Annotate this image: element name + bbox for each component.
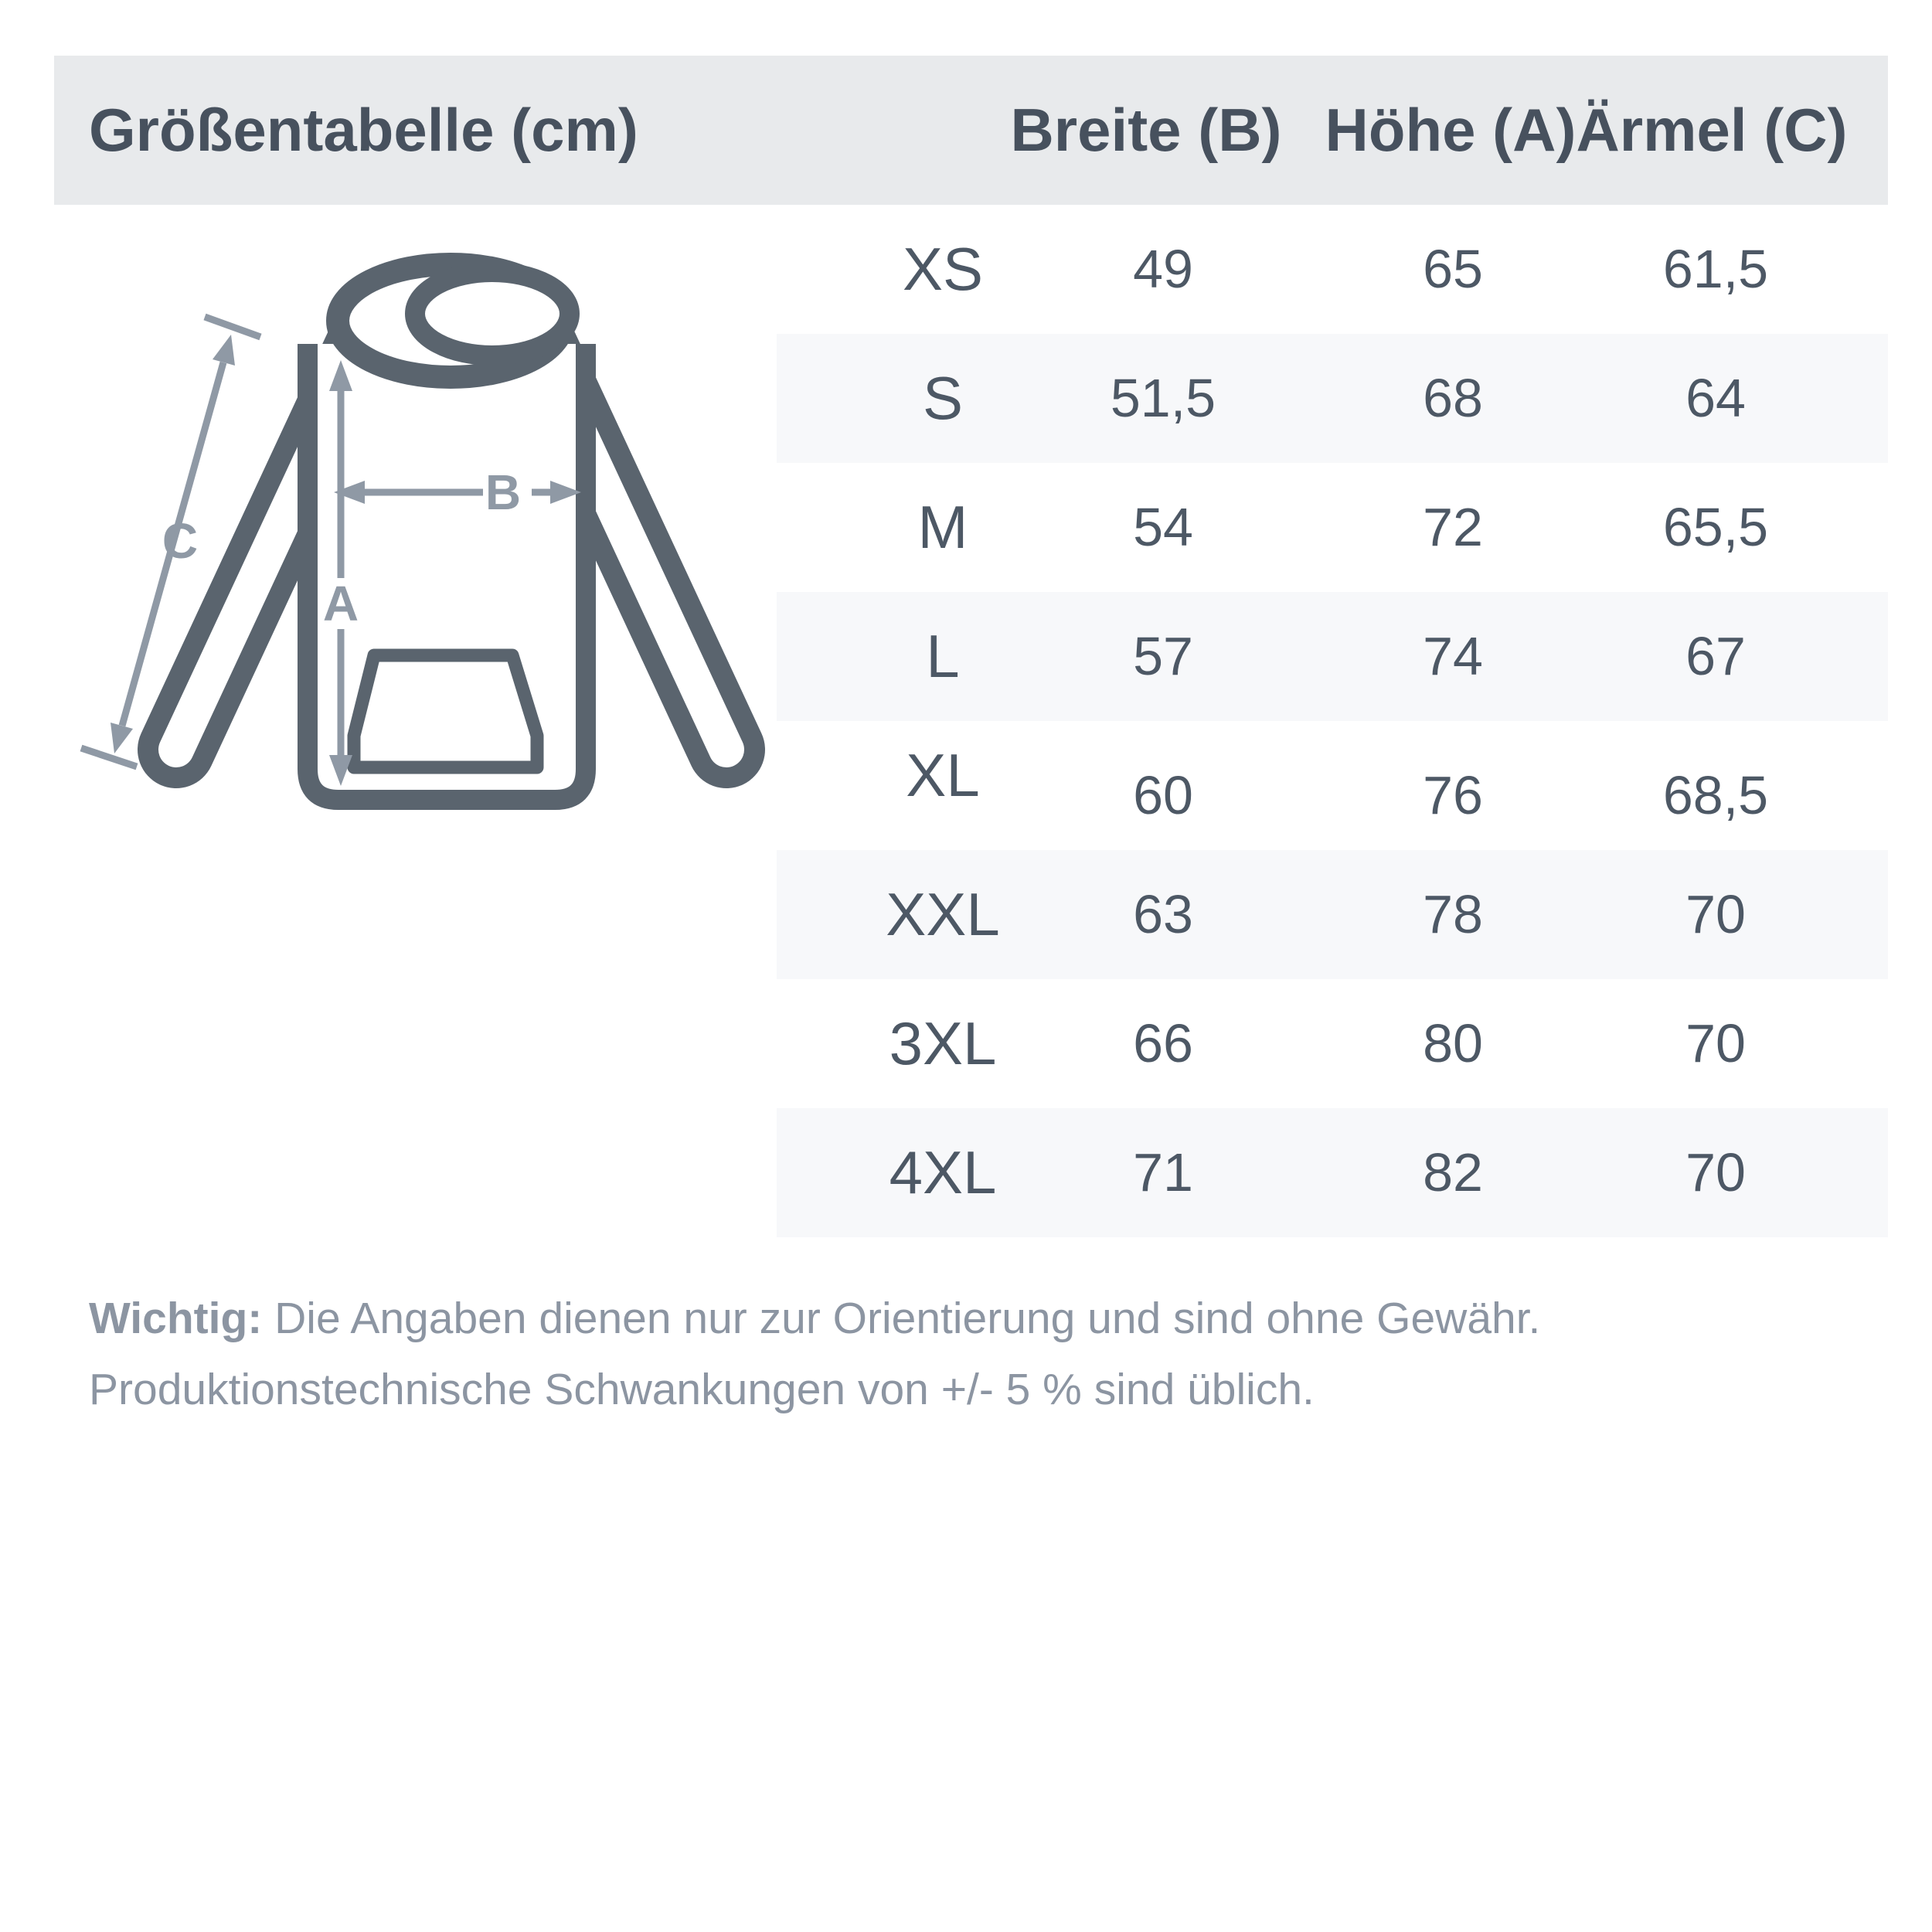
size-cell: 3XL xyxy=(889,1009,997,1077)
width-cell: 51,5 xyxy=(1110,368,1216,428)
height-cell: 76 xyxy=(1423,765,1483,825)
height-cell: 74 xyxy=(1423,626,1483,686)
size-note: Wichtig: Die Angaben dienen nur zur Orie… xyxy=(89,1283,1843,1425)
size-chart-header: Größentabelle (cm) Breite (B) Höhe (A) Ä… xyxy=(54,56,1888,205)
table-row: XL 60 76 68,5 xyxy=(777,721,1888,850)
width-cell: 57 xyxy=(1133,626,1193,686)
height-cell: 72 xyxy=(1423,497,1483,557)
column-header-height: Höhe (A) xyxy=(1325,96,1577,164)
sleeve-cell: 61,5 xyxy=(1662,239,1769,299)
height-cell: 68 xyxy=(1423,368,1483,428)
sleeve-cell: 70 xyxy=(1685,884,1746,944)
sleeve-cell: 64 xyxy=(1685,368,1746,428)
sleeve-cell: 70 xyxy=(1685,1013,1746,1073)
width-cell: 49 xyxy=(1133,239,1193,299)
table-row: 3XL 66 80 70 xyxy=(777,979,1888,1108)
sleeve-cell: 65,5 xyxy=(1662,497,1769,557)
size-cell: S xyxy=(922,364,964,432)
table-row: L 57 74 67 xyxy=(777,592,1888,721)
measure-arrow-b: B xyxy=(334,464,581,520)
table-row: S 51,5 68 64 xyxy=(777,334,1888,463)
size-cell: 4XL xyxy=(889,1138,997,1206)
width-cell: 66 xyxy=(1133,1013,1193,1073)
size-note-line2: Produktionstechnische Schwankungen von +… xyxy=(89,1365,1315,1414)
hoodie-pocket xyxy=(347,648,544,774)
width-cell: 71 xyxy=(1133,1142,1193,1202)
label-a: A xyxy=(323,576,359,631)
size-cell: XXL xyxy=(886,880,1000,948)
size-cell: M xyxy=(917,493,968,561)
page-title: Größentabelle (cm) xyxy=(89,96,638,164)
size-cell: XS xyxy=(902,235,984,303)
measure-arrow-c: C xyxy=(80,313,262,770)
table-row: XS 49 65 61,5 xyxy=(777,205,1888,334)
size-cell: L xyxy=(926,622,960,690)
label-b: B xyxy=(485,464,521,520)
sleeve-cell: 70 xyxy=(1685,1142,1746,1202)
height-cell: 65 xyxy=(1423,239,1483,299)
size-cell: XL xyxy=(906,741,980,809)
hoodie-hood xyxy=(326,253,580,389)
label-c: C xyxy=(162,513,198,569)
table-row: XXL 63 78 70 xyxy=(777,850,1888,979)
table-row: M 54 72 65,5 xyxy=(777,463,1888,592)
size-table: XS 49 65 61,5 S 51,5 68 64 M 54 72 65,5 L 57 74 67 XL 60 7… xyxy=(777,205,1888,1237)
height-cell: 78 xyxy=(1423,884,1483,944)
height-cell: 80 xyxy=(1423,1013,1483,1073)
width-cell: 60 xyxy=(1133,765,1193,825)
measure-arrow-a: A xyxy=(323,360,359,786)
width-cell: 63 xyxy=(1133,884,1193,944)
height-cell: 82 xyxy=(1423,1142,1483,1202)
width-cell: 54 xyxy=(1133,497,1193,557)
sleeve-cell: 68,5 xyxy=(1662,765,1769,825)
size-note-line1: Wichtig: Die Angaben dienen nur zur Orie… xyxy=(89,1294,1541,1343)
column-header-width: Breite (B) xyxy=(1010,96,1282,164)
table-row: 4XL 71 82 70 xyxy=(777,1108,1888,1237)
size-note-label: Wichtig: xyxy=(89,1294,263,1343)
sleeve-cell: 67 xyxy=(1685,626,1746,686)
hoodie-diagram: A B C xyxy=(80,253,765,810)
column-header-sleeve: Ärmel (C) xyxy=(1576,96,1848,164)
